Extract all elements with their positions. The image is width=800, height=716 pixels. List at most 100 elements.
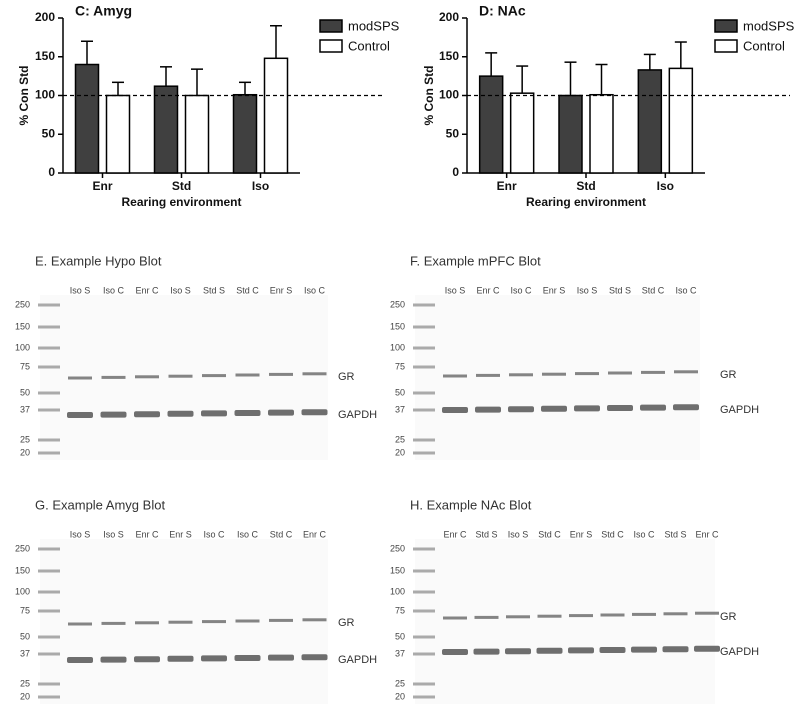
x-tick-label: Std bbox=[576, 179, 595, 193]
gr-band bbox=[202, 374, 226, 378]
band-label: GR bbox=[338, 617, 355, 629]
lane-label: Iso S bbox=[577, 285, 598, 295]
ladder-label: 37 bbox=[395, 404, 405, 414]
ladder-band bbox=[413, 652, 435, 656]
ladder-band bbox=[38, 590, 60, 594]
legend-swatch bbox=[319, 19, 343, 33]
bar bbox=[589, 93, 614, 174]
lane-label: Iso C bbox=[510, 285, 532, 295]
y-tick-label: 200 bbox=[439, 10, 459, 24]
chart-title: D: NAc bbox=[479, 3, 526, 19]
bar bbox=[668, 67, 694, 174]
lane-label: Enr S bbox=[270, 285, 293, 295]
ladder-band bbox=[38, 438, 60, 442]
ladder-label: 150 bbox=[15, 321, 30, 331]
gapdh-band bbox=[536, 647, 563, 654]
bar bbox=[184, 94, 210, 174]
gapdh-band bbox=[201, 410, 227, 417]
legend-label: modSPS bbox=[743, 18, 795, 33]
gr-band bbox=[235, 373, 260, 377]
y-tick-label: 200 bbox=[35, 10, 55, 24]
bar bbox=[74, 63, 100, 174]
lane-label: Iso C bbox=[675, 285, 697, 295]
ladder-band bbox=[413, 635, 435, 639]
gapdh-band bbox=[201, 655, 227, 662]
lane-label: Iso C bbox=[237, 529, 259, 539]
ladder-label: 75 bbox=[20, 605, 30, 615]
legend-label: Control bbox=[743, 38, 785, 53]
lane-label: Enr S bbox=[543, 285, 566, 295]
gr-band bbox=[476, 373, 500, 377]
gr-band bbox=[632, 612, 656, 616]
bar bbox=[478, 75, 504, 174]
bar bbox=[509, 92, 535, 174]
lane-label: Enr C bbox=[695, 529, 719, 539]
ladder-band bbox=[38, 635, 60, 639]
lane-label: Std C bbox=[642, 285, 665, 295]
lane-label: Std C bbox=[538, 529, 561, 539]
ladder-band bbox=[413, 609, 435, 613]
gr-band bbox=[695, 611, 719, 615]
lane-label: Iso S bbox=[70, 285, 91, 295]
lane-label: Iso C bbox=[304, 285, 326, 295]
gapdh-band bbox=[268, 654, 294, 661]
lane-label: Enr S bbox=[169, 529, 192, 539]
ladder-label: 25 bbox=[20, 678, 30, 688]
ladder-band bbox=[413, 365, 435, 369]
lane-label: Enr C bbox=[476, 285, 500, 295]
gapdh-band bbox=[631, 646, 657, 653]
x-tick-label: Iso bbox=[657, 179, 674, 193]
ladder-label: 250 bbox=[15, 299, 30, 309]
gr-band bbox=[641, 370, 665, 374]
gr-band bbox=[674, 370, 698, 374]
gr-band bbox=[135, 375, 159, 379]
gapdh-band bbox=[301, 409, 328, 416]
lane-label: Std C bbox=[270, 529, 293, 539]
band-label: GAPDH bbox=[338, 409, 377, 421]
ladder-label: 75 bbox=[395, 605, 405, 615]
ladder-label: 250 bbox=[15, 543, 30, 553]
x-axis-label: Rearing environment bbox=[121, 195, 241, 209]
ladder-band bbox=[413, 695, 435, 699]
ladder-label: 100 bbox=[15, 586, 30, 596]
y-tick-label: 150 bbox=[439, 49, 459, 63]
ladder-label: 20 bbox=[395, 691, 405, 701]
gr-band bbox=[663, 612, 688, 616]
gapdh-band bbox=[67, 412, 93, 418]
gr-band bbox=[269, 372, 293, 376]
ladder-band bbox=[38, 609, 60, 613]
ladder-label: 25 bbox=[395, 678, 405, 688]
gr-band bbox=[68, 376, 92, 380]
bar bbox=[558, 94, 583, 174]
y-tick-label: 100 bbox=[35, 88, 55, 102]
ladder-label: 20 bbox=[20, 691, 30, 701]
ladder-label: 20 bbox=[20, 447, 30, 457]
ladder-band bbox=[413, 346, 435, 350]
gapdh-band bbox=[268, 409, 294, 416]
gapdh-band bbox=[505, 648, 531, 655]
ladder-label: 150 bbox=[15, 565, 30, 575]
gapdh-band bbox=[301, 654, 328, 661]
lane-label: Enr S bbox=[570, 529, 593, 539]
ladder-band bbox=[38, 682, 60, 686]
gr-band bbox=[506, 615, 530, 619]
gr-band bbox=[235, 619, 260, 623]
ladder-label: 37 bbox=[395, 648, 405, 658]
y-tick-label: 100 bbox=[439, 88, 459, 102]
ladder-band bbox=[413, 438, 435, 442]
lane-label: Iso C bbox=[633, 529, 655, 539]
ladder-band bbox=[413, 569, 435, 573]
lane-label: Iso S bbox=[508, 529, 529, 539]
ladder-label: 100 bbox=[390, 586, 405, 596]
band-label: GAPDH bbox=[720, 646, 759, 658]
ladder-band bbox=[38, 365, 60, 369]
lane-label: Std S bbox=[664, 529, 686, 539]
ladder-label: 25 bbox=[20, 434, 30, 444]
ladder-label: 20 bbox=[395, 447, 405, 457]
bar bbox=[637, 69, 663, 174]
ladder-label: 100 bbox=[390, 342, 405, 352]
ladder-label: 50 bbox=[20, 631, 30, 641]
chart-title: C: Amyg bbox=[75, 3, 132, 19]
gapdh-band bbox=[475, 406, 501, 413]
y-tick-label: 50 bbox=[446, 126, 460, 140]
